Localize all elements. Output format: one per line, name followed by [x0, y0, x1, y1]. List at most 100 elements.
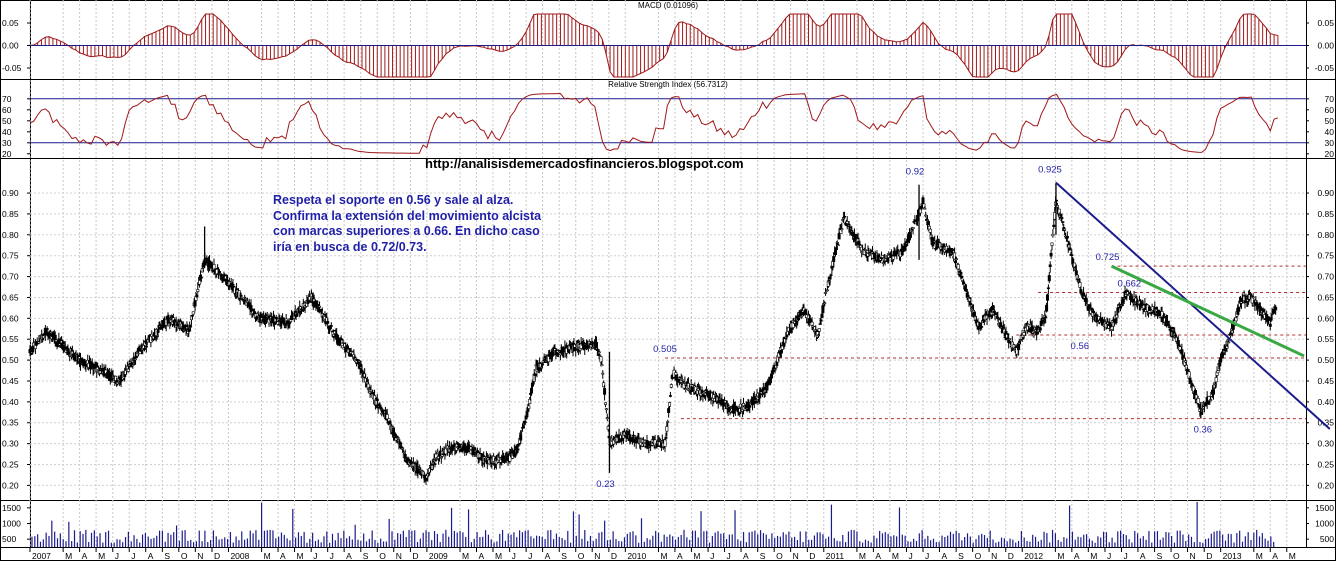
- y-tick-label: 1000: [2, 519, 21, 529]
- price-candle-body: [604, 408, 608, 411]
- rsi-level-lines: [30, 98, 1306, 144]
- price-candle-body: [996, 316, 1000, 319]
- price-candle-body: [1060, 217, 1064, 220]
- y-tick-label: 0.70: [1317, 272, 1334, 282]
- price-candle-body: [845, 221, 849, 224]
- y-tick-label: 0.05: [1317, 18, 1334, 28]
- x-tick-label: O: [578, 551, 585, 561]
- price-candle-body: [840, 228, 844, 230]
- price-candle-body: [385, 414, 389, 420]
- x-tick-label: M: [859, 551, 866, 561]
- price-candle-body: [1110, 329, 1114, 331]
- y-tick-label: -0.05: [2, 63, 22, 73]
- price-candle-body: [401, 447, 405, 450]
- price-candle-body: [674, 372, 678, 376]
- y-tick-label: 0.40: [2, 397, 19, 407]
- price-candle-body: [523, 421, 527, 424]
- price-candle-body: [1234, 317, 1238, 322]
- y-tick-label: 0.35: [2, 418, 19, 428]
- x-tick-label: J: [727, 551, 731, 561]
- x-tick-label: O: [776, 551, 783, 561]
- y-tick-label: 0.75: [2, 251, 19, 261]
- x-tick-label: M: [98, 551, 105, 561]
- y-tick-label: 0.65: [1317, 292, 1334, 302]
- price-candle-body: [951, 249, 955, 251]
- x-tick-label: J: [710, 551, 714, 561]
- price-candle-body: [419, 469, 423, 472]
- x-tick-label: N: [793, 551, 799, 561]
- price-horizontal-grid: [30, 192, 1306, 486]
- price-candle-body: [1147, 312, 1151, 314]
- price-candle-body: [401, 451, 405, 453]
- y-tick-label: 0.25: [2, 460, 19, 470]
- price-candle-body: [1068, 247, 1072, 251]
- price-candle-body: [543, 361, 547, 364]
- price-candle-body: [634, 437, 638, 444]
- price-candle-body: [1218, 363, 1222, 367]
- price-candle-body: [1258, 306, 1262, 312]
- price-candle-body: [199, 276, 203, 279]
- x-tick-label: A: [875, 551, 881, 561]
- macd-signal-line: [29, 13, 1279, 78]
- price-candle-body: [1272, 309, 1276, 314]
- price-candle-body: [131, 364, 135, 366]
- price-candle-body: [196, 289, 200, 293]
- price-candle-body: [379, 406, 383, 409]
- price-candle-body: [1165, 320, 1169, 324]
- price-candle-body: [356, 362, 360, 365]
- price-candle-body: [972, 311, 976, 317]
- y-tick-label: 0.25: [1317, 460, 1334, 470]
- macd-histogram: [33, 14, 1279, 77]
- x-tick-label: D: [611, 551, 617, 561]
- x-tick-label: A: [346, 551, 352, 561]
- x-tick-label: D: [214, 551, 220, 561]
- x-tick-label: M: [1289, 551, 1296, 561]
- price-candle-body: [1071, 258, 1075, 265]
- price-candle-body: [599, 356, 603, 363]
- price-candle-body: [896, 249, 900, 251]
- price-candle-body: [930, 236, 934, 242]
- price-candle-body: [519, 435, 523, 441]
- x-tick-label: A: [82, 551, 88, 561]
- x-tick-label: M: [660, 551, 667, 561]
- price-candle-body: [191, 311, 195, 315]
- price-candle-body: [1046, 287, 1050, 290]
- x-tick-label: 2011: [826, 551, 845, 561]
- x-tick-label: S: [363, 551, 369, 561]
- x-tick-label: D: [1008, 551, 1014, 561]
- y-tick-label: 0.55: [1317, 334, 1334, 344]
- price-candle-body: [1044, 316, 1048, 318]
- price-candle-body: [1076, 277, 1080, 280]
- y-tick-label: 50: [2, 116, 12, 126]
- price-candle-body: [528, 399, 532, 404]
- y-tick-label: -0.05: [1315, 63, 1335, 73]
- price-candle-body: [527, 405, 531, 409]
- x-tick-label: J: [131, 551, 135, 561]
- price-candle-body: [964, 288, 968, 292]
- price-candle-body: [928, 228, 932, 233]
- x-tick-label: A: [280, 551, 286, 561]
- price-candle-body: [799, 316, 803, 318]
- x-tick-label: O: [1173, 551, 1180, 561]
- price-candle-body: [190, 314, 194, 317]
- price-candle-body: [1201, 408, 1205, 410]
- x-tick-label: J: [1107, 551, 1111, 561]
- price-candle-body: [956, 264, 960, 270]
- price-candle-body: [1274, 307, 1278, 311]
- price-candle-body: [187, 328, 191, 332]
- price-candle-body: [1022, 332, 1026, 336]
- price-candle-body: [668, 395, 672, 397]
- y-tick-label: 60: [1325, 105, 1335, 115]
- y-tick-label: 0.00: [2, 41, 19, 51]
- price-candle-body: [589, 344, 593, 348]
- y-tick-label: 0.50: [2, 355, 19, 365]
- x-tick-label: J: [512, 551, 516, 561]
- y-tick-label: 40: [2, 127, 12, 137]
- price-candle-body: [218, 273, 222, 275]
- price-candle-body: [1196, 398, 1200, 404]
- price-candle-body: [1203, 403, 1207, 407]
- x-tick-label: A: [1272, 551, 1278, 561]
- price-candle-body: [663, 439, 667, 447]
- x-tick-label: M: [1057, 551, 1064, 561]
